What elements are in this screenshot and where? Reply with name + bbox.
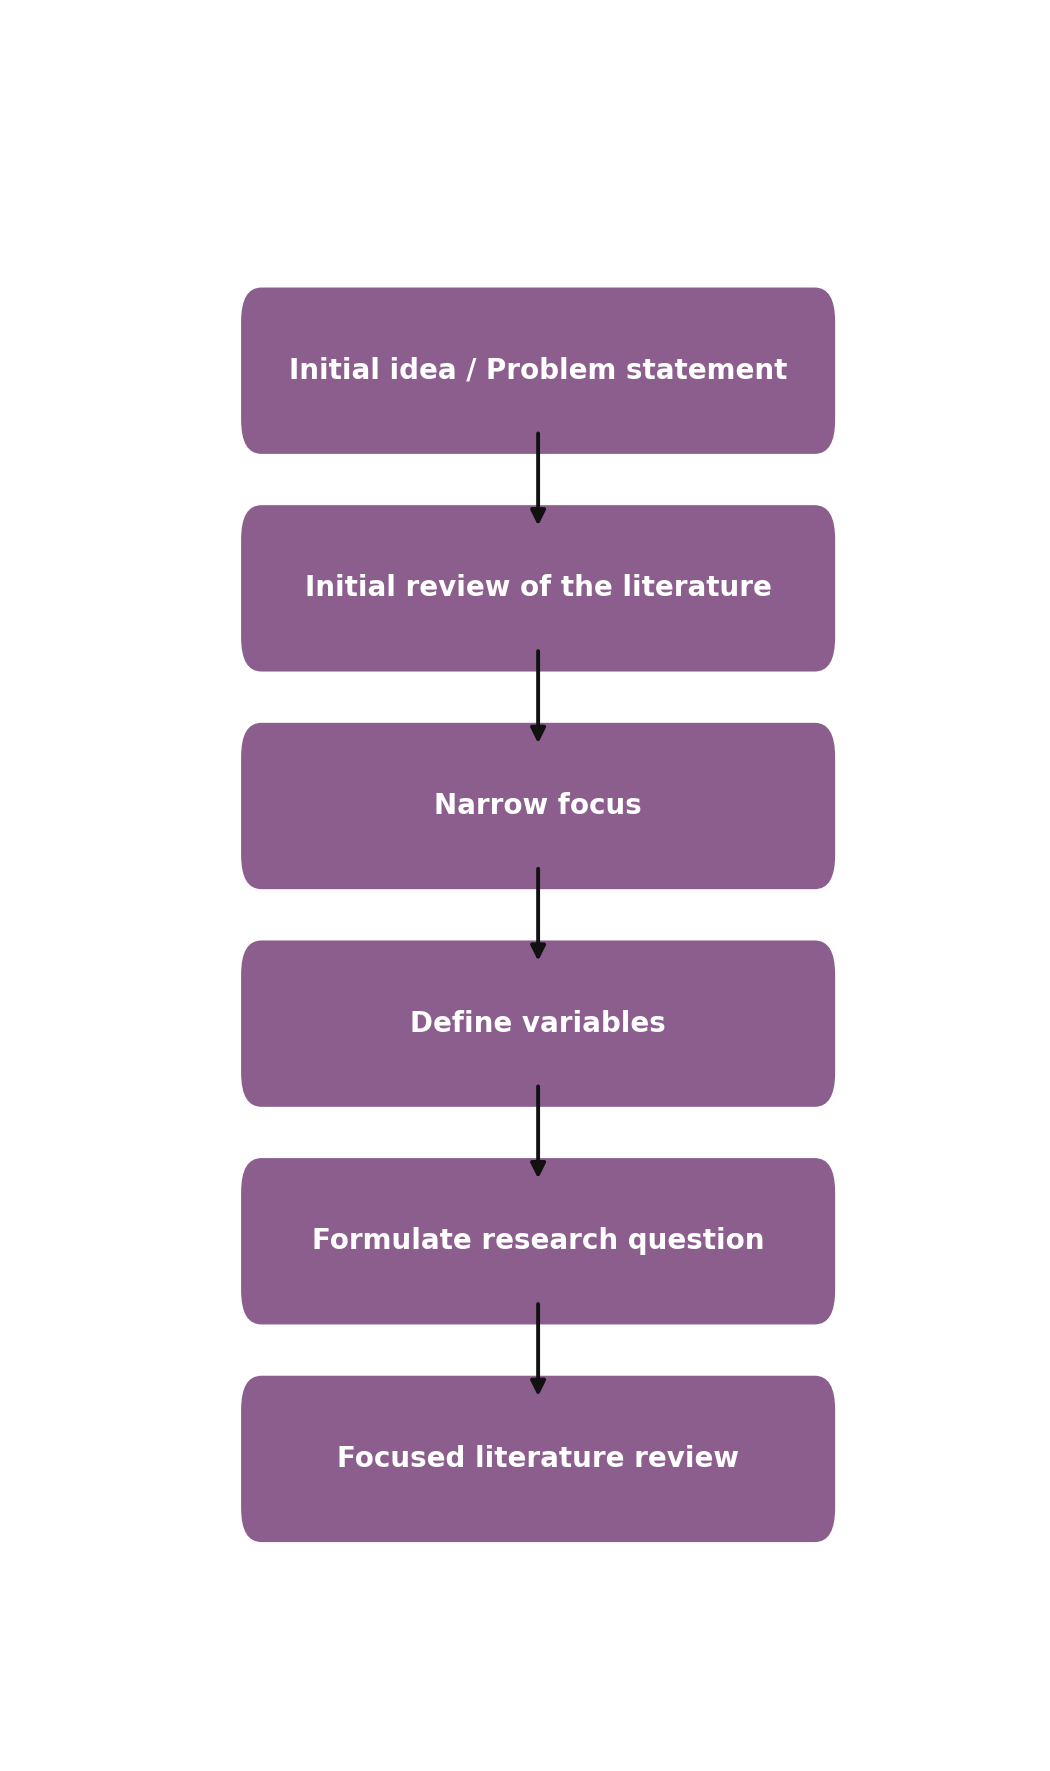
- Text: Focused literature review: Focused literature review: [337, 1445, 739, 1473]
- FancyBboxPatch shape: [242, 940, 835, 1107]
- Text: Narrow focus: Narrow focus: [435, 792, 642, 820]
- FancyBboxPatch shape: [242, 1376, 835, 1543]
- FancyBboxPatch shape: [242, 505, 835, 671]
- Text: Formulate research question: Formulate research question: [312, 1227, 764, 1256]
- Text: Initial review of the literature: Initial review of the literature: [304, 574, 772, 602]
- FancyBboxPatch shape: [242, 723, 835, 889]
- Text: Define variables: Define variables: [411, 1009, 666, 1038]
- FancyBboxPatch shape: [242, 1158, 835, 1325]
- FancyBboxPatch shape: [242, 287, 835, 453]
- Text: Initial idea / Problem statement: Initial idea / Problem statement: [289, 356, 788, 384]
